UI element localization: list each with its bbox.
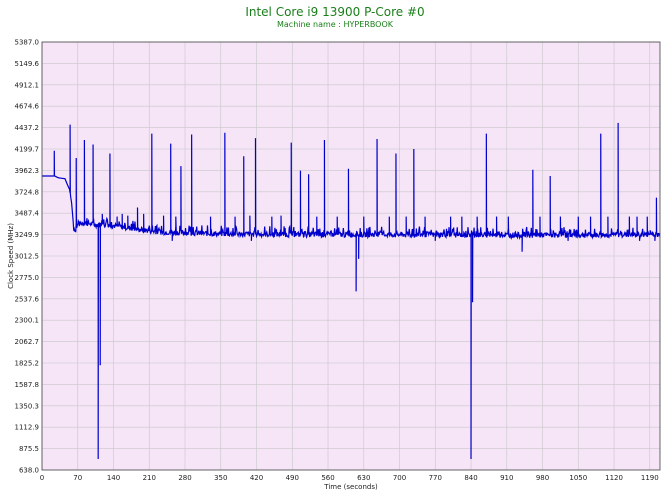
x-tick-label: 420: [250, 474, 263, 482]
y-tick-label: 3724.8: [15, 188, 40, 196]
y-tick-label: 3962.3: [15, 167, 40, 175]
y-tick-label: 4912.1: [15, 81, 40, 89]
x-tick-label: 0: [40, 474, 44, 482]
y-tick-label: 2062.7: [15, 338, 40, 346]
y-tick-label: 638.0: [19, 467, 39, 475]
x-axis-ticks: 0 70 140 210 280 350 420 490 560 630 700 770 840 910 9…: [40, 474, 659, 482]
y-tick-label: 4437.2: [15, 124, 40, 132]
x-tick-label: 210: [143, 474, 156, 482]
y-tick-label: 2300.1: [15, 317, 40, 325]
plot-border: [41, 41, 661, 471]
y-tick-label: 3487.4: [15, 210, 40, 218]
y-tick-label: 1587.8: [15, 381, 40, 389]
x-tick-label: 770: [429, 474, 442, 482]
y-tick-label: 5387.0: [15, 39, 40, 47]
y-tick-label: 2775.0: [15, 274, 40, 282]
x-tick-label: 70: [73, 474, 82, 482]
y-tick-label: 4674.6: [15, 103, 40, 111]
y-tick-label: 3012.5: [15, 253, 40, 261]
x-tick-label: 280: [178, 474, 191, 482]
x-tick-label: 490: [286, 474, 299, 482]
series-line-clock-speed: [42, 122, 661, 460]
grid-lines: [41, 41, 660, 471]
x-tick-label: 840: [464, 474, 477, 482]
y-tick-label: 3249.9: [15, 231, 40, 239]
x-tick-label: 910: [500, 474, 513, 482]
y-axis-ticks: 638.0 875.5 1112.9 1350.3 1587.8 1825.2 2062.7…: [15, 39, 40, 475]
x-tick-label: 1190: [641, 474, 659, 482]
y-tick-label: 1112.9: [15, 424, 40, 432]
x-tick-label: 1050: [569, 474, 587, 482]
chart-subtitle: Machine name : HYPERBOOK: [277, 20, 394, 29]
x-axis-label: Time (seconds): [323, 483, 378, 491]
y-tick-label: 4199.7: [15, 146, 40, 154]
y-tick-label: 1825.2: [15, 360, 40, 368]
x-tick-label: 560: [321, 474, 334, 482]
y-tick-label: 1350.3: [15, 402, 40, 410]
chart-title: Intel Core i9 13900 P-Core #0: [245, 5, 424, 19]
x-tick-label: 350: [214, 474, 227, 482]
x-tick-label: 630: [357, 474, 370, 482]
y-axis-label: Clock Speed (MHz): [7, 223, 15, 289]
x-tick-label: 980: [536, 474, 549, 482]
x-tick-label: 140: [107, 474, 120, 482]
y-tick-label: 875.5: [19, 445, 39, 453]
x-tick-label: 700: [393, 474, 406, 482]
y-tick-label: 2537.6: [15, 295, 40, 303]
y-tick-label: 5149.6: [15, 60, 40, 68]
x-tick-label: 1120: [605, 474, 623, 482]
